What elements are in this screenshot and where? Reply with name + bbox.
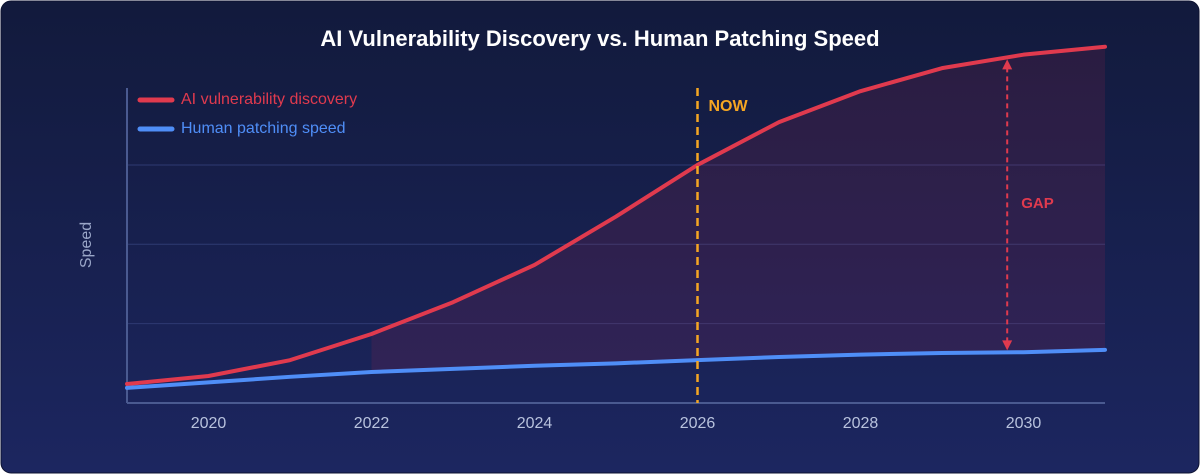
x-tick-label: 2028 — [843, 415, 879, 432]
series-line — [125, 44, 1107, 386]
plot: 2020 2022 2024 2026 2028 2030 NOW GAP AI vulnera… — [125, 44, 1107, 432]
series-line — [125, 347, 1107, 390]
legend-label: AI vulnerability discovery — [181, 91, 357, 108]
gap-arrowhead — [1002, 59, 1013, 70]
x-tick-label: 2020 — [191, 415, 227, 432]
y-axis-label: Speed — [78, 222, 95, 268]
legend-label: Human patching speed — [181, 120, 346, 137]
x-tick-label: 2024 — [517, 415, 553, 432]
gap-label: GAP — [1021, 195, 1054, 212]
now-label: NOW — [709, 98, 749, 115]
gap-area — [371, 46, 1105, 373]
x-tick-label: 2030 — [1006, 415, 1042, 432]
x-tick-label: 2022 — [354, 415, 390, 432]
chart-title: AI Vulnerability Discovery vs. Human Pat… — [320, 26, 879, 51]
x-tick-label: 2026 — [680, 415, 716, 432]
gap-arrowhead — [1002, 340, 1013, 351]
